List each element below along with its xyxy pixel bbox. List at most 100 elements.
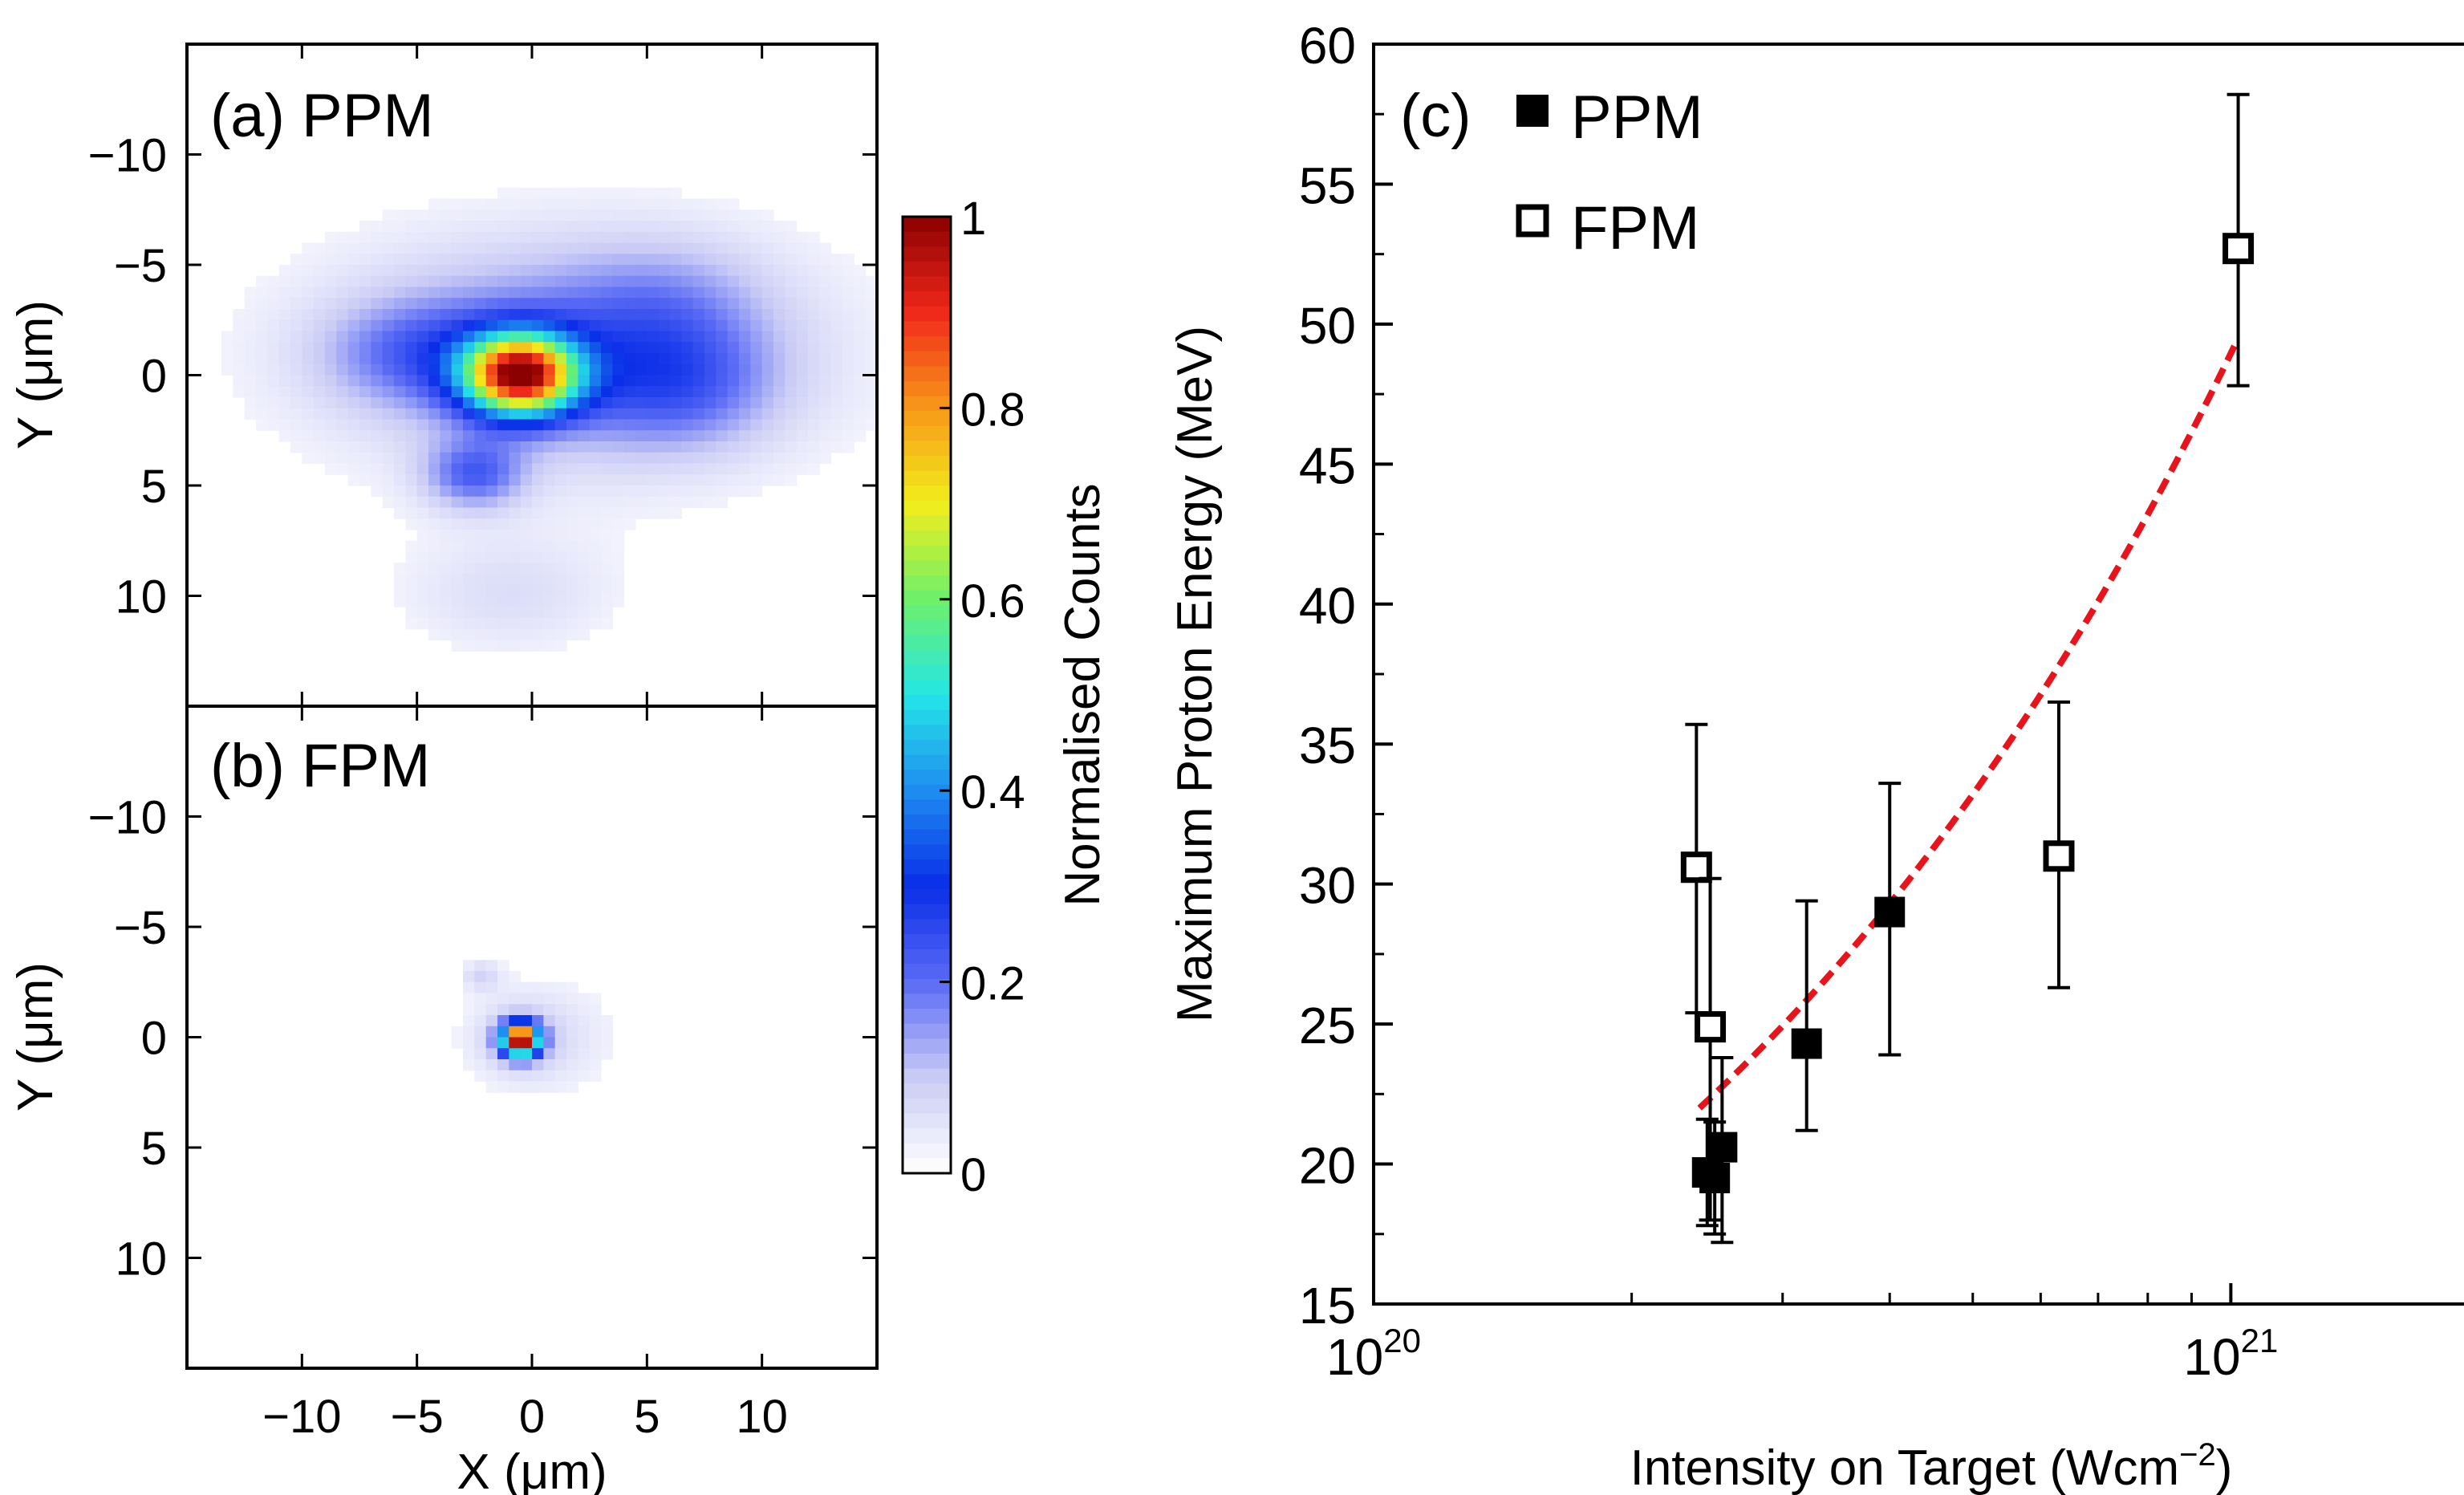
heatmap-cell: [704, 430, 716, 442]
heatmap-cell: [509, 353, 522, 365]
heatmap-cell: [405, 319, 418, 332]
heatmap-cell: [497, 342, 509, 354]
heatmap-cell: [520, 265, 533, 277]
heatmap-cell: [589, 1004, 602, 1016]
heatmap-cell: [761, 309, 774, 321]
heatmap-cell: [647, 209, 660, 221]
heatmap-cell: [543, 474, 556, 486]
heatmap-cell: [589, 518, 602, 530]
heatmap-cell: [520, 1037, 533, 1049]
heatmap-cell: [474, 960, 487, 972]
heatmap-cell: [371, 474, 384, 486]
heatmap-cell: [497, 1070, 509, 1083]
heatmap-cell: [692, 198, 705, 210]
heatmap-cell: [347, 463, 360, 475]
heatmap-cell: [578, 254, 591, 266]
heatmap-cell: [278, 375, 291, 387]
heatmap-cell: [532, 298, 544, 310]
heatmap-cell: [485, 1048, 498, 1060]
heatmap-cell: [405, 209, 418, 221]
heatmap-cell: [727, 242, 740, 254]
heatmap-cell: [739, 408, 751, 420]
heatmap-cell: [474, 353, 487, 365]
heatmap-cell: [347, 286, 360, 299]
heatmap-cell: [727, 198, 740, 210]
heatmap-cell: [842, 430, 854, 442]
ytick-label: 45: [1299, 437, 1356, 494]
heatmap-cell: [566, 584, 578, 597]
heatmap-cell: [716, 286, 729, 299]
heatmap-cell: [761, 242, 774, 254]
heatmap-cell: [589, 242, 602, 254]
heatmap-cell: [578, 584, 591, 597]
heatmap-cell: [371, 286, 384, 299]
heatmap-cell: [716, 441, 729, 453]
heatmap-cell: [819, 331, 832, 343]
heatmap-cell: [532, 319, 544, 332]
heatmap-cell: [532, 430, 544, 442]
heatmap-cell: [819, 430, 832, 442]
heatmap-cell: [405, 551, 418, 563]
heatmap-cell: [440, 221, 453, 233]
heatmap-cell: [750, 221, 763, 233]
heatmap-cell: [497, 551, 509, 563]
heatmap-cell: [428, 540, 440, 553]
heatmap-cell: [727, 386, 740, 398]
heatmap-cell: [394, 353, 406, 365]
heatmap-cell: [601, 209, 613, 221]
heatmap-cell: [416, 430, 429, 442]
heatmap-cell: [589, 485, 602, 498]
heatmap-cell: [670, 209, 682, 221]
heatmap-cell: [497, 386, 509, 398]
heatmap-cell: [601, 265, 613, 277]
heatmap-cell: [233, 319, 246, 332]
heatmap-cell: [394, 231, 406, 244]
heatmap-cell: [221, 364, 233, 376]
heatmap-cell: [727, 265, 740, 277]
heatmap-cell: [428, 574, 440, 586]
heatmap-cell: [336, 419, 349, 431]
heatmap-cell: [485, 209, 498, 221]
heatmap-cell: [739, 231, 751, 244]
heatmap-cell: [509, 386, 522, 398]
heatmap-cell: [635, 265, 647, 277]
heatmap-cell: [623, 375, 636, 387]
heatmap-cell: [543, 628, 556, 641]
xtick-label: 5: [634, 1391, 660, 1443]
heatmap-cell: [474, 265, 487, 277]
heatmap-cell: [520, 319, 533, 332]
heatmap-cell: [440, 309, 453, 321]
heatmap-cell: [474, 375, 487, 387]
heatmap-cell: [532, 342, 544, 354]
heatmap-cell: [509, 408, 522, 420]
heatmap-cell: [325, 353, 337, 365]
heatmap-cell: [485, 331, 498, 343]
heatmap-cell: [485, 430, 498, 442]
colorbar-step: [903, 1038, 951, 1054]
heatmap-cell: [485, 1070, 498, 1083]
heatmap-cell: [578, 628, 591, 641]
heatmap-cell: [485, 342, 498, 354]
heatmap-cell: [359, 463, 371, 475]
heatmap-cell: [485, 1004, 498, 1016]
heatmap-cell: [566, 408, 578, 420]
heatmap-cell: [520, 607, 533, 619]
fit-curve: [1697, 336, 2242, 1111]
heatmap-cell: [405, 364, 418, 376]
heatmap-cell: [785, 474, 798, 486]
heatmap-cell: [520, 430, 533, 442]
colorbar-step: [903, 978, 951, 995]
heatmap-cell: [474, 408, 487, 420]
heatmap-cell: [785, 342, 798, 354]
heatmap-cell: [428, 342, 440, 354]
heatmap-cell: [520, 595, 533, 607]
heatmap-cell: [670, 485, 682, 498]
heatmap-cell: [612, 496, 625, 509]
heatmap-cell: [808, 242, 820, 254]
heatmap-cell: [520, 386, 533, 398]
heatmap-cell: [520, 574, 533, 586]
heatmap-cell: [440, 298, 453, 310]
heatmap-cell: [497, 309, 509, 321]
heatmap-cell: [336, 331, 349, 343]
ytick-label: 15: [1299, 1277, 1356, 1335]
